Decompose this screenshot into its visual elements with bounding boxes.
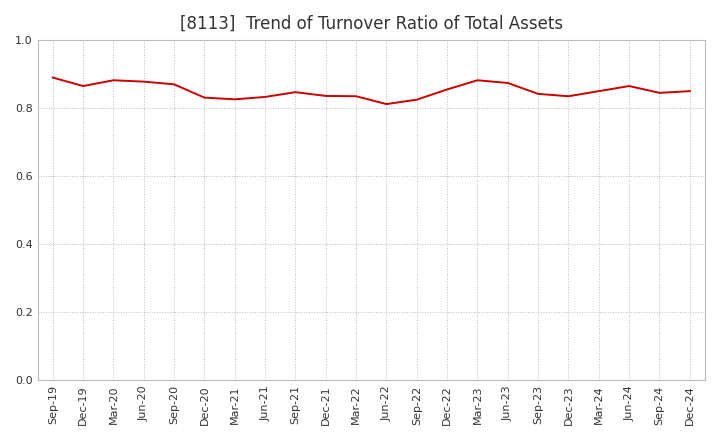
Title: [8113]  Trend of Turnover Ratio of Total Assets: [8113] Trend of Turnover Ratio of Total …: [180, 15, 563, 33]
